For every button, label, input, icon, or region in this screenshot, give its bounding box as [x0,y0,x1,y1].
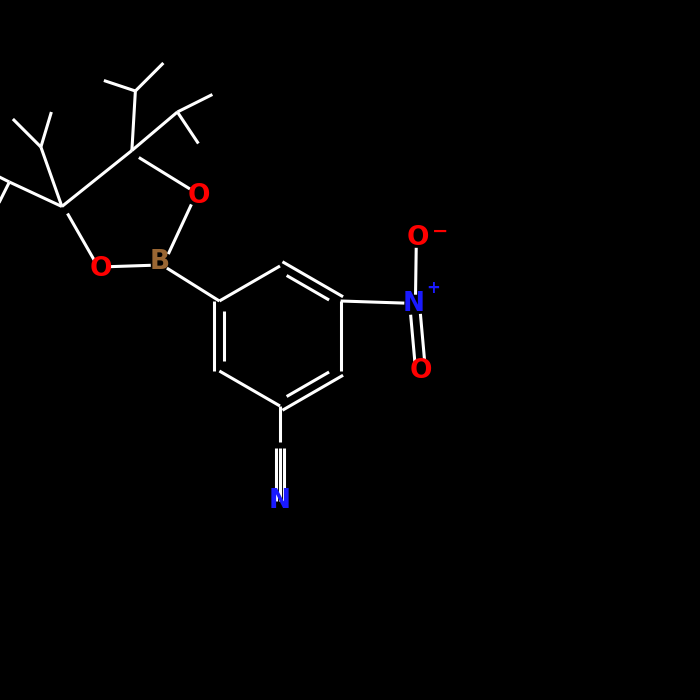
Text: O: O [187,183,209,209]
Text: −: − [432,221,448,241]
Text: B: B [150,249,170,276]
Text: O: O [410,358,433,384]
Text: +: + [426,279,440,297]
Text: N: N [269,487,291,514]
Text: N: N [403,291,425,318]
Text: O: O [407,225,429,251]
Text: O: O [89,256,111,283]
